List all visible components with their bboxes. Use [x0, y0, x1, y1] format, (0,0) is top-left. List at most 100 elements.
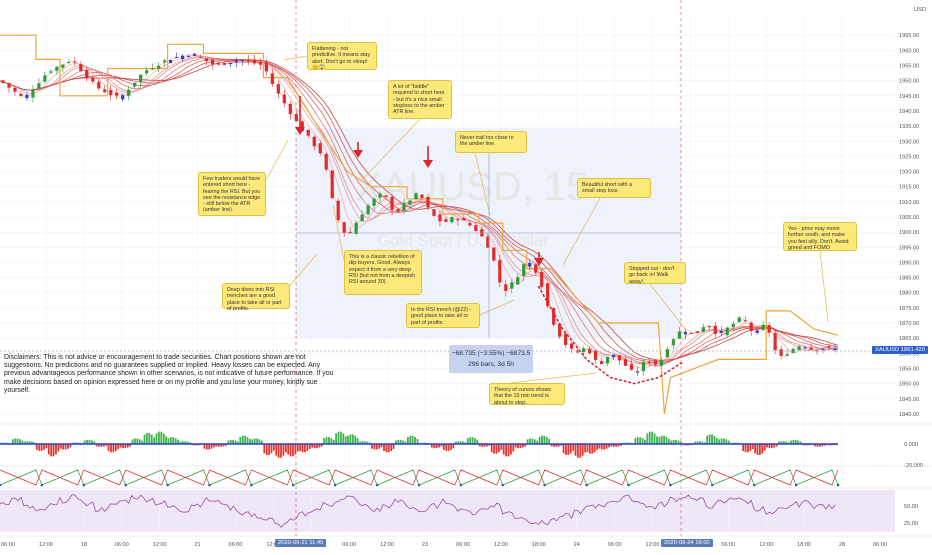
x-tick-label: 06:00 — [115, 542, 129, 548]
candle-body — [240, 60, 245, 62]
momentum-bar — [409, 435, 412, 444]
candle-body — [324, 154, 328, 170]
note-yes-price[interactable]: Yes - price may move further south, and … — [783, 222, 857, 251]
momentum-bar — [112, 444, 115, 453]
momentum-bar — [351, 434, 354, 444]
y-tick-label: 1850.00 — [899, 382, 919, 388]
note-theory-curves[interactable]: Theory of curves shows that the 15 min t… — [489, 383, 565, 406]
y-tick-label: 1845.00 — [899, 397, 919, 403]
note-few-traders[interactable]: Few traders would have entered short her… — [198, 172, 266, 216]
momentum-bar — [332, 439, 335, 444]
stoch-line-red — [0, 469, 839, 486]
momentum-bar — [641, 438, 644, 444]
momentum-bar — [404, 441, 407, 444]
momentum-bar — [208, 444, 211, 450]
momentum-bar — [375, 444, 378, 450]
candle-body — [534, 264, 538, 273]
note-never-trail[interactable]: Never trail too close to the amber line. — [455, 131, 527, 153]
momentum-bar — [538, 436, 541, 444]
momentum-bar — [696, 441, 699, 444]
x-tick-label: 18 — [81, 542, 87, 548]
candle-body — [599, 361, 604, 364]
x-tick-label: 12:00 — [494, 542, 508, 548]
momentum-bar — [98, 444, 100, 447]
x-tick-label: 12:00 — [380, 542, 394, 548]
short-arrow-head — [423, 160, 433, 168]
candle-body — [342, 222, 346, 233]
momentum-bar — [304, 444, 306, 453]
candle-body — [73, 61, 77, 63]
momentum-bar — [169, 437, 172, 444]
candle-body — [306, 129, 310, 136]
y-tick-label: 1905.00 — [899, 215, 919, 221]
note-rebellion[interactable]: This is a classic rebellion of dip-buyer… — [344, 250, 422, 295]
ma-line — [0, 57, 839, 364]
momentum-bar — [679, 441, 682, 444]
momentum-bar — [668, 438, 670, 444]
momentum-bar — [663, 435, 666, 444]
momentum-bar — [263, 444, 266, 454]
candle-body — [67, 61, 71, 63]
price-axis[interactable]: 1840.00 1845.00 1850.00 1855.00 1860.00 1865.… — [899, 33, 919, 418]
note-beautiful-short[interactable]: Beautiful short with a small stop loss. — [577, 178, 651, 198]
momentum-bar — [548, 438, 551, 444]
momentum-bar — [761, 444, 764, 454]
momentum-bar — [289, 444, 292, 457]
note-stopped-out[interactable]: Stopped out - don't go back in! Walk awa… — [624, 262, 686, 285]
momentum-bar — [203, 444, 206, 449]
momentum-bar — [19, 439, 21, 444]
candle-body — [725, 327, 729, 336]
momentum-bar — [213, 444, 215, 448]
y-tick-label: 1925.00 — [899, 154, 919, 160]
momentum-bar — [153, 437, 156, 444]
momentum-bar — [347, 435, 349, 444]
momentum-bar — [57, 444, 60, 452]
momentum-bar — [117, 444, 120, 450]
candle-body — [408, 200, 412, 205]
time-axis[interactable]: 06:0012:001806:0012:002106:0012:002206:0… — [1, 542, 887, 548]
y-tick-label: 1885.00 — [899, 276, 919, 282]
note-deep-dives[interactable]: Deep dives into RSI trenches are a good … — [222, 283, 290, 312]
candle-body — [528, 262, 532, 267]
candle-body — [671, 339, 675, 346]
momentum-bar — [232, 439, 235, 444]
momentum-bar — [359, 441, 361, 444]
momentum-bar — [521, 444, 524, 448]
momentum-bar — [244, 435, 247, 444]
momentum-bar — [579, 444, 582, 458]
momentum-bar — [677, 440, 680, 444]
candle-body — [97, 81, 101, 89]
candle-body — [330, 170, 334, 199]
momentum-bar — [469, 437, 472, 444]
annotation-pointer — [283, 55, 308, 61]
candle-body — [623, 359, 628, 366]
momentum-bar — [339, 431, 342, 444]
momentum-bar — [711, 434, 713, 444]
note-biddle[interactable]: A lot of "biddle" required to short here… — [388, 80, 452, 119]
momentum-bar — [301, 444, 304, 453]
momentum-bar — [500, 444, 503, 450]
momentum-bar — [107, 444, 110, 452]
momentum-bar — [110, 444, 112, 453]
momentum-bar — [462, 441, 464, 444]
candle-body — [396, 209, 400, 212]
momentum-bar — [498, 444, 500, 453]
momentum-bar — [794, 439, 797, 444]
momentum-bar — [536, 440, 539, 444]
momentum-bar — [706, 435, 709, 444]
momentum-bar — [502, 444, 505, 455]
momentum-bar — [181, 441, 184, 444]
note-rsi-trench[interactable]: In the RSI trench (@22) - good place to … — [406, 303, 480, 328]
momentum-bar — [165, 436, 168, 444]
note-flattening[interactable]: Flattening - not predictive. It means st… — [307, 42, 377, 71]
measure-box[interactable]: −68.735 (−3.55%) −6873.5 296 bars, 3d 5h — [449, 345, 533, 373]
momentum-histogram — [0, 431, 838, 458]
momentum-bar — [167, 438, 170, 444]
momentum-bar — [474, 438, 476, 444]
candle-body — [222, 63, 227, 65]
momentum-bar — [553, 444, 555, 447]
momentum-bar — [727, 440, 730, 444]
momentum-bar — [229, 439, 232, 444]
momentum-bar — [763, 444, 766, 451]
